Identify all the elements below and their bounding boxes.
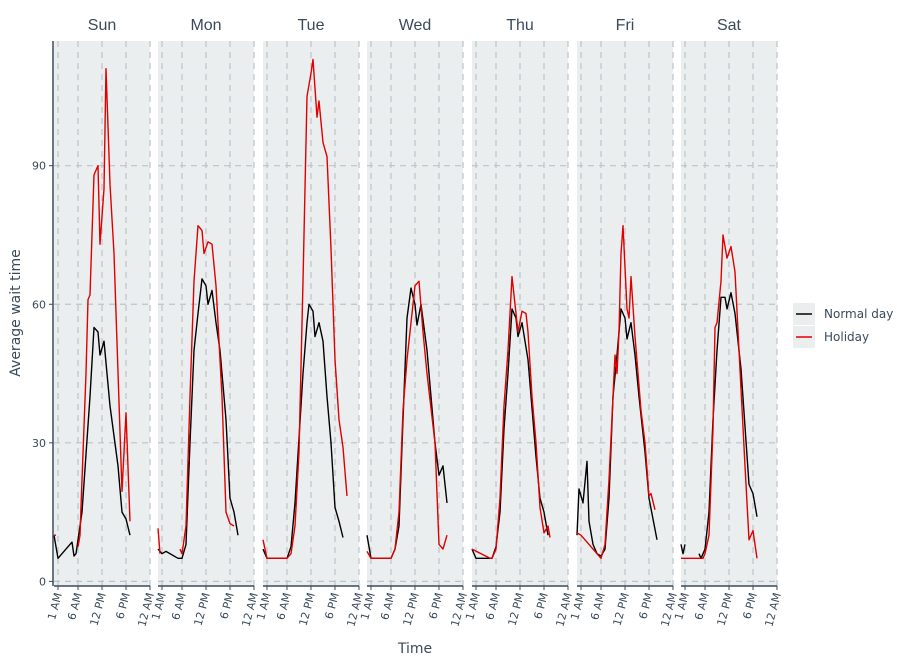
facet-label: Fri [616, 17, 635, 34]
y-tick-label: 60 [32, 298, 46, 311]
holiday-series-line [54, 68, 131, 547]
facet-label: Thu [506, 17, 534, 34]
x-tick-label: 6 AM [588, 591, 608, 621]
holiday-series-line [157, 225, 235, 555]
normal-series-line [576, 308, 658, 557]
normal-series-line [680, 292, 758, 559]
x-axis-title: Time [397, 641, 432, 657]
normal-series-line [262, 303, 344, 559]
x-tick-label: 6 PM [740, 591, 759, 620]
x-tick-label: 6 AM [65, 591, 85, 621]
normal-series-line [157, 278, 239, 559]
y-tick-label: 30 [32, 437, 46, 450]
x-tick-label: 6 PM [531, 591, 550, 620]
holiday-series-line [366, 280, 448, 559]
x-tick-label: 6 PM [217, 591, 236, 620]
facet-label: Wed [399, 17, 432, 34]
x-tick-label: 1 AM [45, 591, 65, 621]
y-axis-title: Average wait time [8, 249, 24, 376]
facet-label: Sun [88, 17, 116, 34]
x-tick-label: 6 AM [274, 591, 294, 621]
x-tick-label: 6 AM [692, 591, 712, 621]
x-tick-label: 6 PM [322, 591, 341, 620]
holiday-series-line [681, 234, 758, 559]
x-tick-label: 6 PM [426, 591, 445, 620]
holiday-series-line [576, 225, 656, 559]
legend-label: Holiday [824, 330, 869, 344]
facet-label: Sat [717, 17, 742, 34]
x-tick-label: 12 PM [401, 591, 422, 627]
x-tick-label: 6 AM [169, 591, 189, 621]
x-tick-label: 6 PM [113, 591, 132, 620]
facet-label: Tue [298, 17, 325, 34]
holiday-series-line [471, 275, 551, 559]
x-tick-label: 12 PM [88, 591, 109, 627]
facet-label: Mon [190, 17, 221, 34]
x-tick-label: 12 PM [715, 591, 736, 627]
x-tick-label: 12 PM [506, 591, 527, 627]
y-axis: 0 30 60 90 [32, 41, 54, 588]
x-tick-label: 6 AM [378, 591, 398, 621]
holiday-series-line [262, 58, 348, 559]
x-tick-label: 12 PM [611, 591, 632, 627]
x-tick-label: 12 AM [762, 591, 783, 628]
x-tick-label: 6 PM [636, 591, 655, 620]
legend-label: Normal day [824, 307, 893, 321]
normal-series-line [53, 326, 131, 559]
legend: Normal day Holiday [793, 303, 893, 348]
x-tick-label: 6 AM [483, 591, 503, 621]
x-tick-label: 12 PM [297, 591, 318, 627]
y-tick-label: 0 [39, 575, 46, 588]
y-tick-label: 90 [32, 160, 46, 173]
x-tick-label: 12 PM [192, 591, 213, 627]
